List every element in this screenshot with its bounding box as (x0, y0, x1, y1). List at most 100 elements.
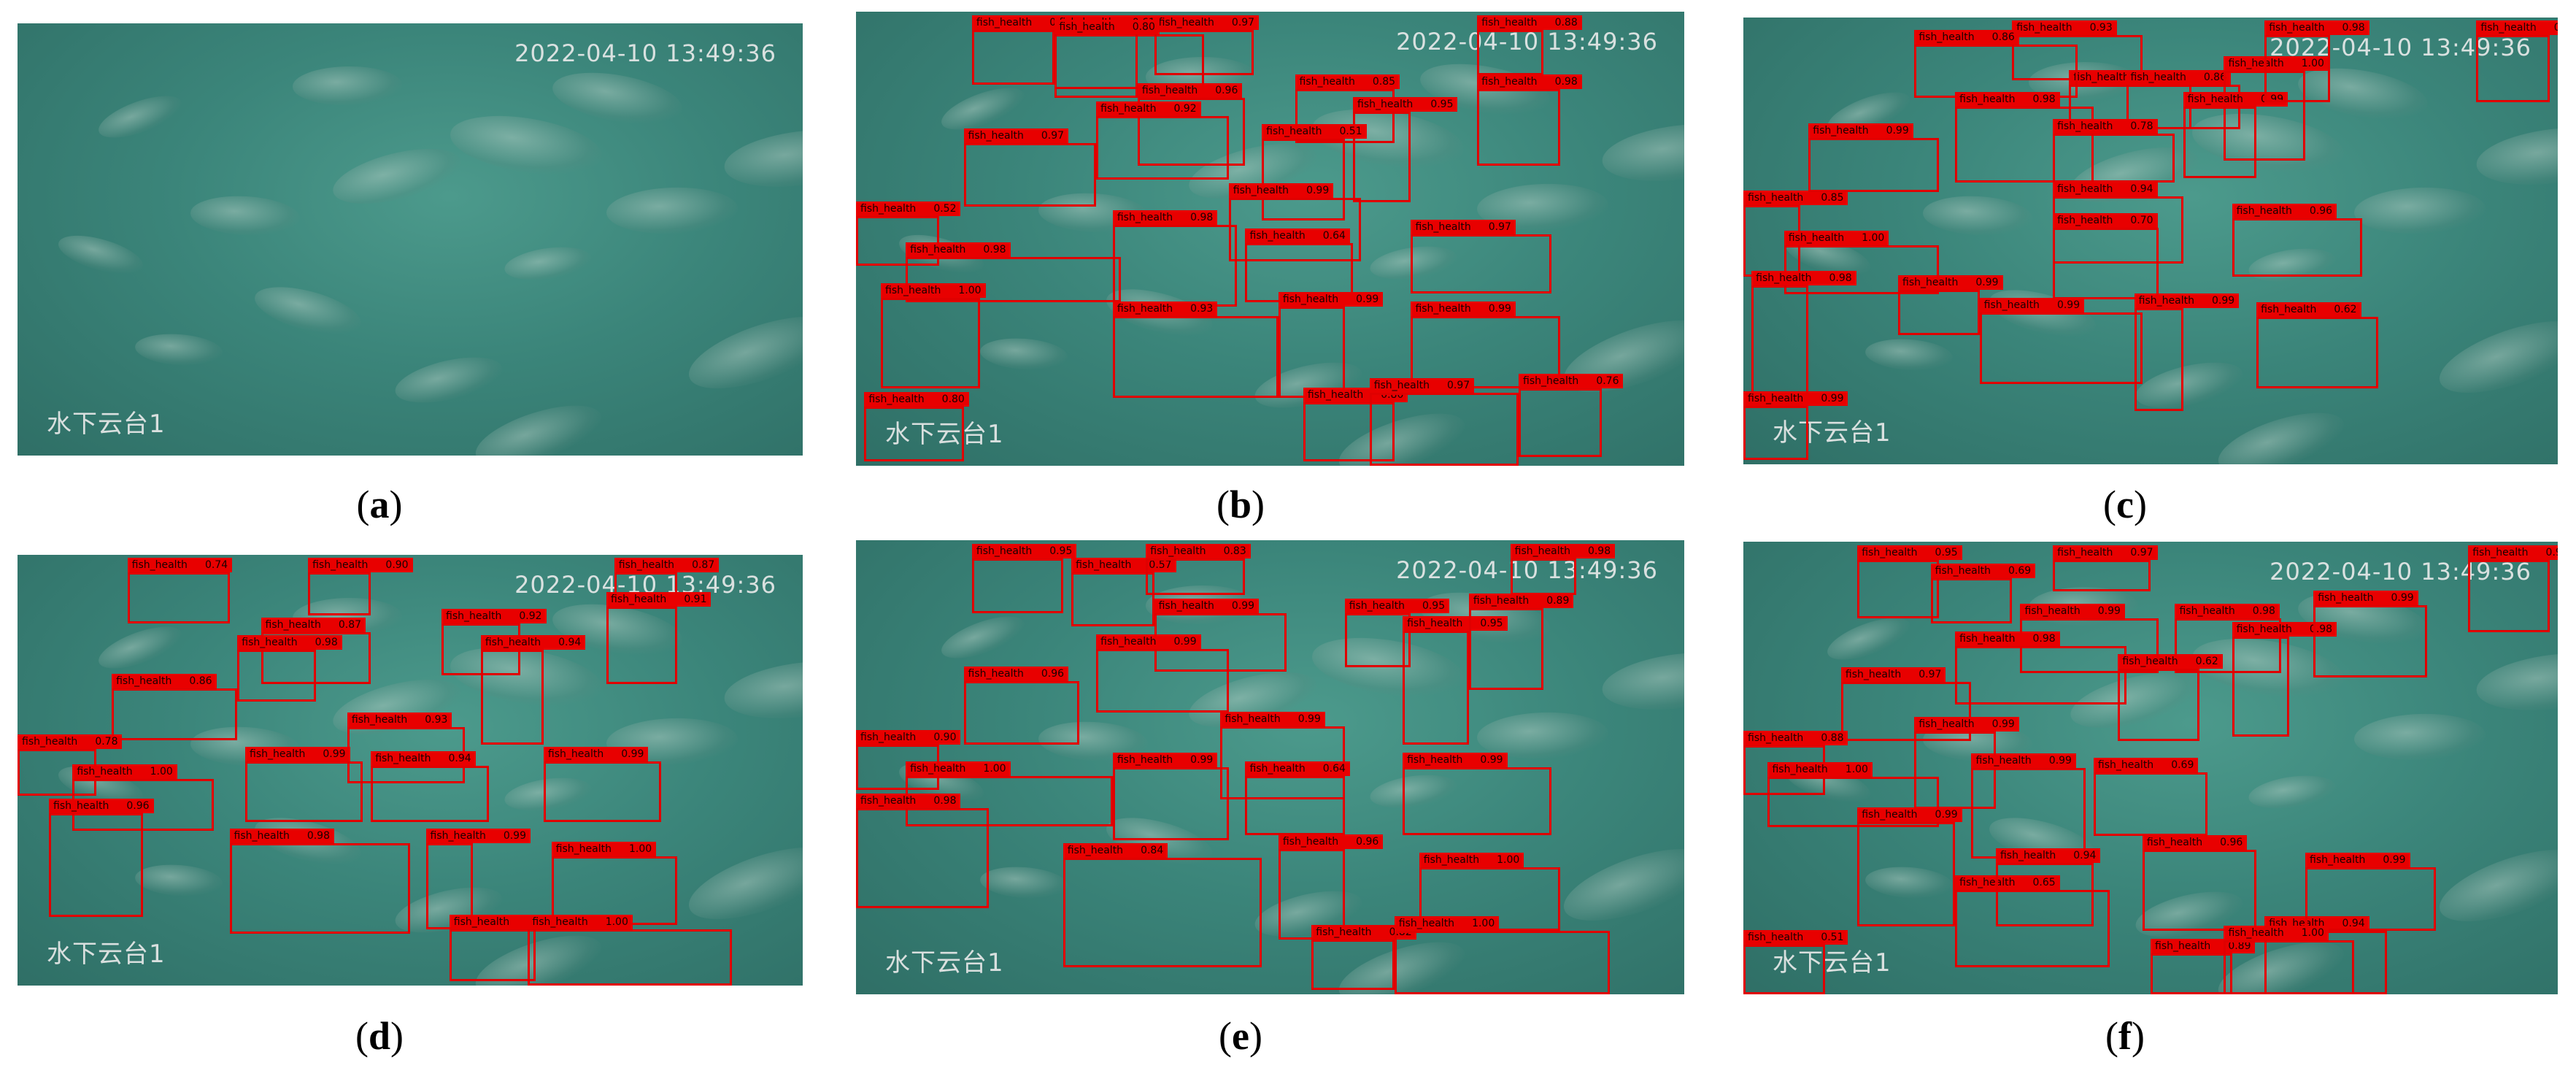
detection-label: fish_health 0.91 (606, 591, 712, 607)
detection-class: fish_health (1813, 125, 1869, 137)
detection-box: fish_health 0.97 (2053, 545, 2158, 592)
detection-label: fish_health 0.57 (1071, 557, 1176, 572)
panel-c: 2022-04-10 13:49:36 水下云台1 fish_health 0.93 f… (1743, 18, 2558, 464)
detection-score: 0.98 (306, 830, 330, 842)
fish-shape (391, 348, 507, 411)
detection-class: fish_health (1959, 632, 2016, 645)
panel-a: 2022-04-10 13:49:36 水下云台1 (18, 23, 803, 456)
detection-box: fish_health 0.97 (1369, 378, 1519, 466)
detection-score: 0.69 (2171, 759, 2194, 772)
detection-class: fish_health (1316, 926, 1372, 939)
detection-score: 0.99 (2048, 755, 2072, 767)
detection-score: 0.51 (1821, 931, 1844, 943)
fish-shape (189, 193, 301, 238)
detection-box: fish_health 0.97 (1154, 15, 1260, 76)
detection-score: 1.00 (983, 763, 1006, 775)
fish-shape (680, 832, 803, 934)
detection-class: fish_health (2073, 71, 2129, 83)
detection-class: fish_health (1357, 98, 1414, 110)
detection-label: fish_health 0.86 (1914, 29, 2019, 45)
detection-class: fish_health (1748, 732, 1804, 744)
detection-box: fish_health 0.51 (1262, 124, 1367, 221)
detection-label: fish_health 0.78 (2053, 119, 2158, 134)
detection-score: 0.91 (684, 593, 707, 605)
camera-label-overlay: 水下云台1 (1773, 948, 1891, 978)
detection-class: fish_health (1158, 599, 1214, 612)
detection-class: fish_health (1117, 302, 1173, 315)
detection-score: 1.00 (628, 843, 652, 855)
detection-score: 0.99 (323, 748, 346, 761)
detection-class: fish_health (1282, 835, 1339, 848)
detection-label: fish_health 0.87 (614, 557, 720, 572)
detection-box: fish_health 0.93 (347, 713, 466, 783)
detection-class: fish_health (968, 130, 1024, 142)
detection-score: 0.96 (1215, 85, 1238, 97)
fish-shape (1598, 115, 1684, 188)
detection-label: fish_health 0.99 (1096, 634, 1201, 650)
detection-class: fish_health (116, 675, 172, 687)
detection-score: 0.96 (2220, 836, 2243, 848)
detection-label: fish_health 0.51 (1262, 124, 1367, 139)
detection-class: fish_health (1772, 764, 1828, 776)
detection-class: fish_health (1117, 754, 1173, 766)
detection-box: fish_health 0.98 (2476, 20, 2558, 103)
detection-score: 0.83 (1223, 545, 1246, 557)
fish-shape (134, 331, 224, 369)
detection-label: fish_health 0.95 (971, 543, 1077, 558)
detection-class: fish_health (611, 593, 667, 605)
detection-score: 1.00 (1845, 764, 1868, 776)
detection-class: fish_health (1481, 75, 1538, 88)
detection-class: fish_health (1150, 545, 1206, 557)
detection-box: fish_health 0.90 (856, 729, 961, 791)
detection-score: 0.99 (1173, 636, 1197, 648)
detection-box: fish_health 1.00 (528, 915, 733, 986)
detection-score: 0.84 (1141, 845, 1164, 857)
detection-box: fish_health 0.96 (1278, 834, 1384, 940)
detection-class: fish_health (1117, 212, 1173, 224)
detection-label: fish_health 0.99 (1971, 753, 2076, 768)
detection-class: fish_health (2261, 304, 2317, 316)
detection-box: fish_health 0.99 (1403, 753, 1552, 836)
detection-score: 0.99 (1231, 599, 1255, 612)
detection-label: fish_health 0.90 (856, 729, 961, 745)
detection-class: fish_health (2016, 22, 2072, 34)
detection-box: fish_health 0.92 (1096, 101, 1229, 180)
detection-class: fish_health (1959, 877, 2016, 889)
detection-label: fish_health 0.96 (2232, 204, 2337, 219)
detection-box: fish_health 0.96 (2142, 834, 2257, 932)
detection-box: fish_health 0.98 (1955, 631, 2126, 705)
detection-score: 0.94 (448, 753, 471, 765)
fish-shape (2353, 711, 2487, 762)
detection-box: fish_health 1.00 (881, 283, 986, 389)
detection-box: fish_health 0.99 (1411, 301, 1560, 389)
detection-box: fish_health 0.91 (606, 591, 712, 684)
camera-label-overlay: 水下云台1 (885, 948, 1004, 978)
detection-label: fish_health 0.98 (229, 829, 334, 844)
fish-shape (328, 137, 467, 215)
detection-label: fish_health 0.99 (1411, 301, 1516, 316)
detection-label: fish_health 0.97 (2053, 545, 2158, 560)
fish-shape (2431, 834, 2558, 936)
detection-class: fish_health (1748, 192, 1804, 204)
detection-class: fish_health (2187, 93, 2243, 106)
detection-class: fish_health (131, 558, 188, 571)
detection-label: fish_health 0.99 (1112, 753, 1218, 767)
detection-label: fish_health 0.99 (1154, 598, 1260, 613)
detection-score: 0.99 (503, 830, 526, 842)
detection-box: fish_health 0.99 (2468, 545, 2558, 632)
detection-label: fish_health 1.00 (2224, 56, 2329, 72)
detection-score: 0.99 (1356, 293, 1379, 306)
fish-shape (502, 242, 594, 285)
detection-score: 0.93 (425, 714, 448, 726)
detection-class: fish_health (860, 731, 917, 743)
detection-box: fish_health 0.78 (2053, 119, 2175, 183)
detection-label: fish_health 0.99 (2468, 545, 2558, 560)
detection-class: fish_health (1415, 220, 1471, 233)
detection-class: fish_health (2146, 836, 2203, 848)
detection-class: fish_health (1141, 85, 1198, 97)
detection-box: fish_health 0.99 (1743, 391, 1848, 460)
detection-class: fish_health (1282, 293, 1339, 306)
detection-label: fish_health 0.97 (1154, 15, 1260, 30)
detection-box: fish_health 0.98 (1477, 74, 1582, 166)
detection-score: 0.98 (2342, 22, 2365, 34)
